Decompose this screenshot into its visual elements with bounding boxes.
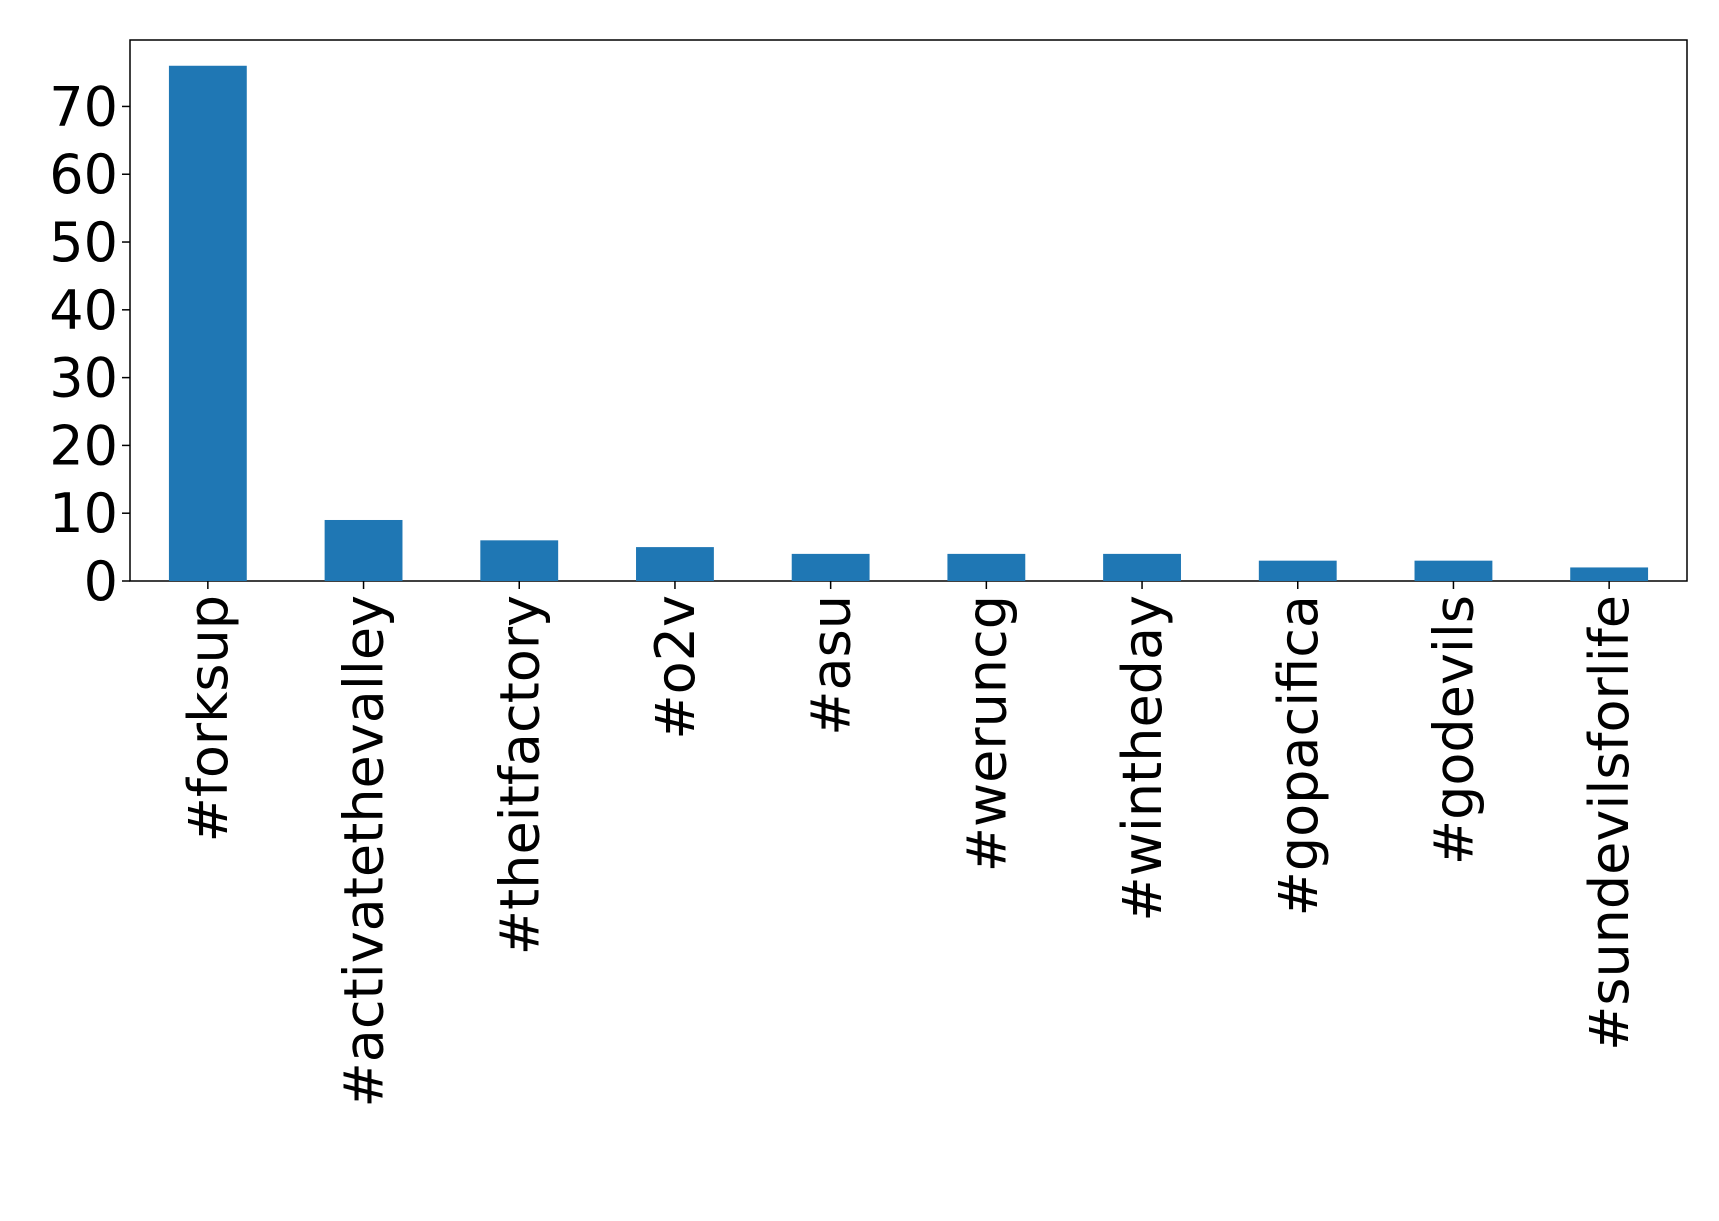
bar xyxy=(1258,560,1337,581)
bar xyxy=(324,519,403,581)
y-tick-label: 20 xyxy=(49,414,118,477)
x-tick-label: #asu xyxy=(800,595,863,736)
bar xyxy=(1414,560,1493,581)
bar xyxy=(168,65,247,581)
y-tick-label: 70 xyxy=(49,75,118,138)
x-tick-label: #forksup xyxy=(177,595,240,842)
x-tick-label: #activatethevalley xyxy=(333,595,396,1108)
x-tick-label: #godevils xyxy=(1422,595,1485,865)
x-tick-label: #weruncg xyxy=(955,595,1018,872)
y-tick-label: 60 xyxy=(49,143,118,206)
bar xyxy=(480,540,559,581)
y-tick-label: 10 xyxy=(49,482,118,545)
x-tick-label: #gopacifica xyxy=(1267,595,1330,916)
bar xyxy=(791,553,870,581)
bar xyxy=(636,547,714,581)
y-tick-label: 0 xyxy=(84,550,118,613)
bar xyxy=(1570,567,1649,581)
x-tick-label: #wintheday xyxy=(1111,595,1174,922)
plot-frame xyxy=(129,39,1688,582)
x-tick-label: #o2v xyxy=(644,595,707,740)
x-tick-label: #theitfactory xyxy=(488,595,551,955)
y-tick-label: 30 xyxy=(49,347,118,410)
bar xyxy=(947,553,1026,581)
y-tick-label: 40 xyxy=(49,279,118,342)
bar xyxy=(1103,553,1181,581)
y-tick-label: 50 xyxy=(49,211,118,274)
x-tick-label: #sundevilsforlife xyxy=(1578,595,1641,1051)
